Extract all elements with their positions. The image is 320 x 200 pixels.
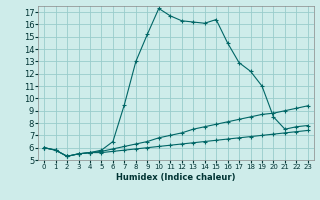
X-axis label: Humidex (Indice chaleur): Humidex (Indice chaleur) bbox=[116, 173, 236, 182]
